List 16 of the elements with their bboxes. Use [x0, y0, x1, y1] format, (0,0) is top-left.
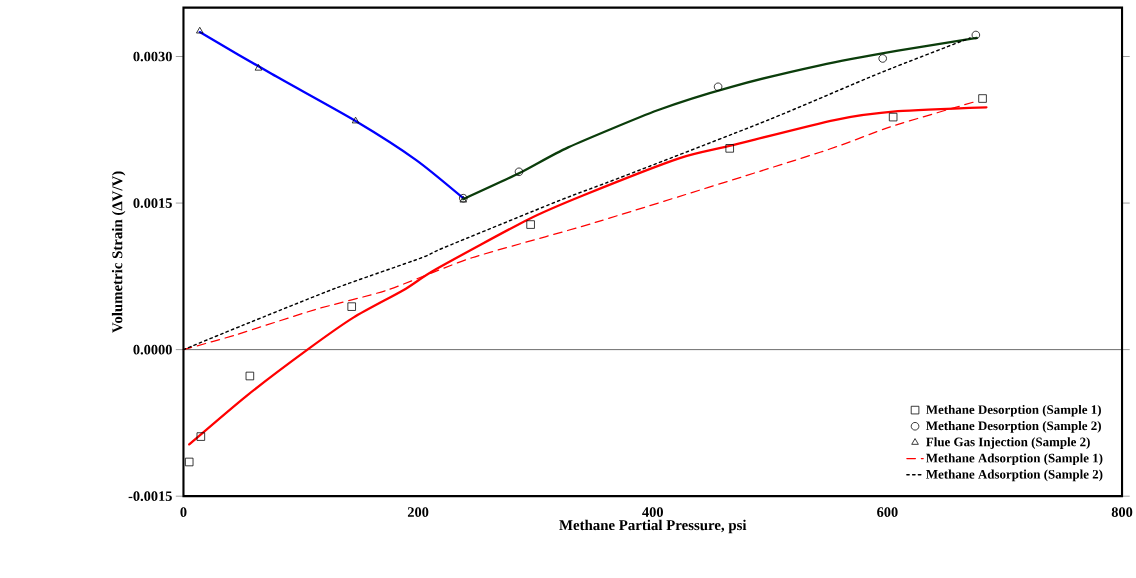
x-tick-label: 0 — [180, 507, 187, 517]
x-tick-label: 800 — [1111, 507, 1133, 517]
y-tick-label: -0.0015 — [128, 491, 172, 501]
x-tick-label: 200 — [407, 507, 429, 517]
x-tick-label: 600 — [877, 507, 898, 517]
legend-label: Methane Desorption (Sample 1) — [926, 404, 1101, 417]
legend-label: Flue Gas Injection (Sample 2) — [926, 437, 1090, 449]
y-tick-label: 0.0015 — [133, 198, 172, 208]
y-tick-label: 0.0000 — [133, 344, 172, 355]
legend-label: Methane Desorption (Sample 2) — [926, 420, 1101, 433]
x-tick-label: 400 — [642, 507, 663, 517]
legend-label: Methane Adsorption (Sample 1) — [926, 453, 1103, 465]
y-tick-label: 0.0030 — [133, 51, 172, 62]
legend-label: Methane Adsorption (Sample 2) — [926, 469, 1103, 482]
y-axis-title: Volumetric Strain (ΔV/V) — [111, 171, 126, 333]
x-axis-title: Methane Partial Pressure, psi — [559, 519, 747, 534]
